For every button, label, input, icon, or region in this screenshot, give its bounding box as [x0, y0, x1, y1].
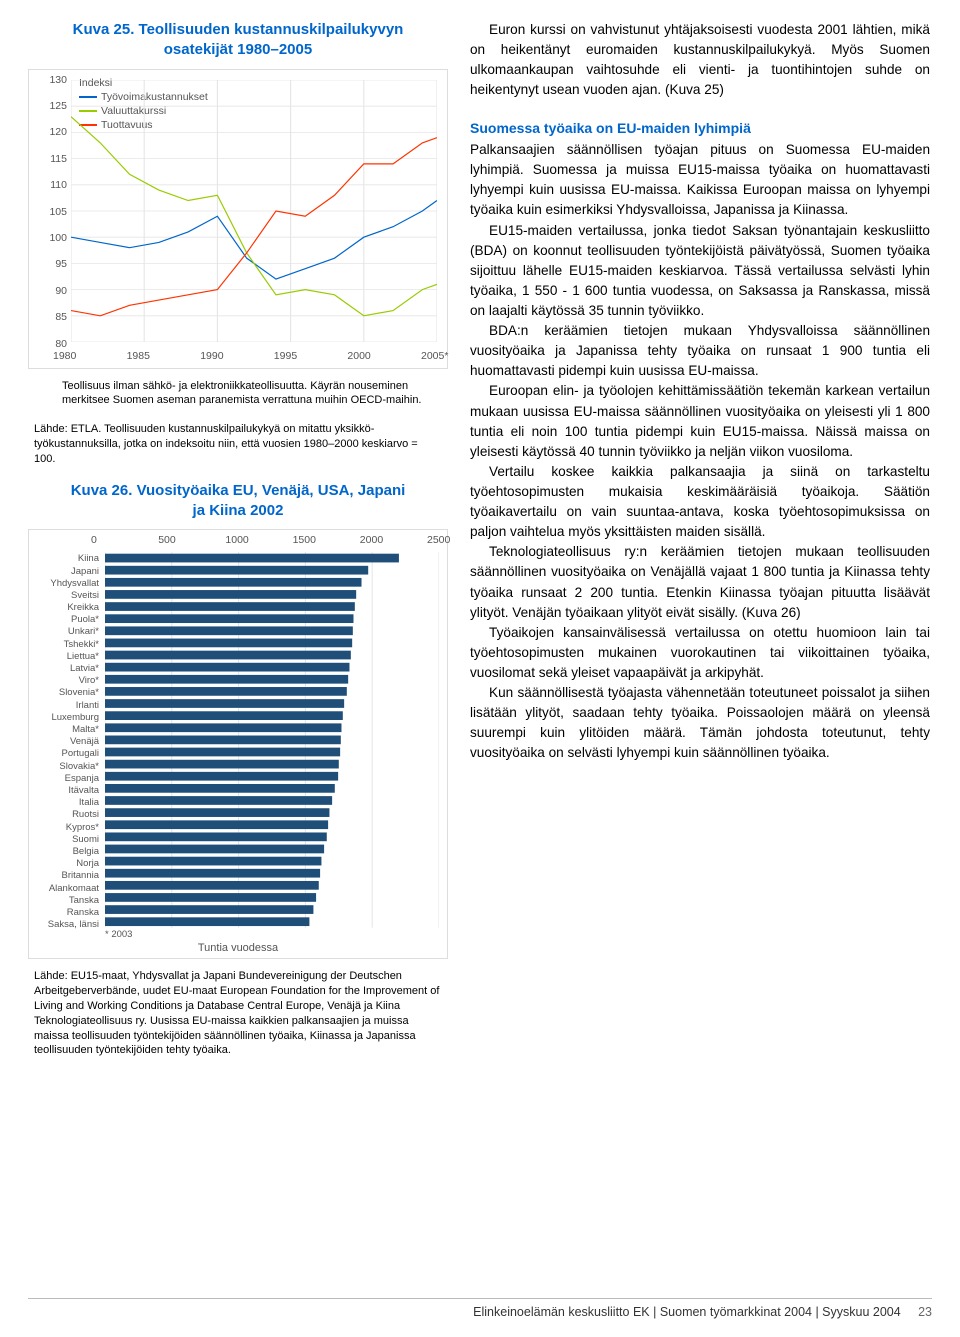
body-para-9: Kun säännöllisestä työajasta vähennetään…: [470, 683, 930, 763]
body-para-7: Teknologiateollisuus ry:n keräämien tiet…: [470, 542, 930, 622]
chart2-category-label: Belgia: [73, 846, 99, 857]
chart1-line-chart: Indeksi TyövoimakustannuksetValuuttakurs…: [28, 69, 448, 369]
chart1-plot-area: [71, 80, 437, 342]
chart2-category-label: Unkari*: [68, 626, 99, 637]
chart2-xtick: 500: [158, 534, 176, 546]
chart2-category-label: Norja: [76, 858, 99, 869]
chart2-category-label: Japani: [71, 566, 99, 577]
chart2-category-label: Slovenia*: [59, 687, 99, 698]
chart2-plot-area: [105, 552, 439, 928]
chart1-ytick: 105: [39, 206, 67, 218]
chart2-category-label: Kiina: [78, 553, 99, 564]
chart2-title-line2: ja Kiina 2002: [193, 502, 284, 519]
chart2-category-label: Kypros*: [66, 822, 99, 833]
chart2-bar-chart: 0 500 1000 1500 2000 2500 Kiina JapaniYhdysval…: [28, 529, 448, 959]
chart2-title: Kuva 26. Vuosityöaika EU, Venäjä, USA, J…: [28, 481, 448, 522]
chart1-ytick: 85: [39, 311, 67, 323]
chart2-category-label: Luxemburg: [51, 712, 99, 723]
chart2-category-label: Latvia*: [70, 663, 99, 674]
chart2-category-label: Kreikka: [67, 602, 99, 613]
chart1-source: Lähde: ETLA. Teollisuuden kustannuskilpa…: [28, 422, 448, 467]
page-columns: Kuva 25. Teollisuuden kustannuskilpailuk…: [28, 20, 932, 1072]
chart2-category-label: Britannia: [62, 870, 100, 881]
chart2-category-label: Venäjä: [70, 736, 99, 747]
chart2-title-line1: Kuva 26. Vuosityöaika EU, Venäjä, USA, J…: [71, 482, 406, 499]
chart1-xtick: 2000: [347, 350, 370, 362]
chart1-ytick: 95: [39, 258, 67, 270]
body-para-8: Työaikojen kansainvälisessä vertailussa …: [470, 623, 930, 683]
chart2-caption-text: Lähde: EU15-maat, Yhdysvallat ja Japani …: [34, 970, 439, 1056]
body-para-6: Vertailu koskee kaikkia palkansaajia ja …: [470, 462, 930, 542]
chart1-ytick: 80: [39, 338, 67, 350]
chart2-category-label: Ranska: [67, 907, 99, 918]
chart1-xtick: 1980: [53, 350, 76, 362]
chart2-category-label: Itävalta: [68, 785, 99, 796]
body-para-3: EU15-maiden vertailussa, jonka tiedot Sa…: [470, 221, 930, 322]
chart1-xtick: 1985: [127, 350, 150, 362]
chart1-ytick: 115: [39, 153, 67, 165]
chart1-ytick: 125: [39, 100, 67, 112]
chart2-xtick: 0: [91, 534, 97, 546]
chart2-category-label: Irlanti: [76, 700, 99, 711]
chart2-xtitle: Tuntia vuodessa: [29, 942, 447, 954]
chart1-xtick: 1990: [200, 350, 223, 362]
chart2-caption: Lähde: EU15-maat, Yhdysvallat ja Japani …: [28, 969, 448, 1058]
chart2-category-label: Portugali: [62, 748, 100, 759]
footer-page-number: 23: [918, 1305, 932, 1319]
chart1-ytick: 100: [39, 232, 67, 244]
chart1-caption-a: Teollisuus ilman sähkö- ja elektroniikka…: [62, 380, 422, 407]
chart2-category-label: Malta*: [72, 724, 99, 735]
body-para-2: Palkansaajien säännöllisen työajan pituu…: [470, 140, 930, 220]
chart1-title: Kuva 25. Teollisuuden kustannuskilpailuk…: [28, 20, 448, 61]
chart2-category-label: Viro*: [79, 675, 99, 686]
chart2-footnote: * 2003: [105, 929, 132, 940]
chart2-category-label: Suomi: [72, 834, 99, 845]
chart1-title-line1: Kuva 25. Teollisuuden kustannuskilpailuk…: [73, 21, 404, 38]
chart1-xtick: 1995: [274, 350, 297, 362]
chart1-ytick: 120: [39, 126, 67, 138]
chart2-xtick: 1000: [225, 534, 248, 546]
chart2-category-label: Yhdysvallat: [50, 578, 99, 589]
chart2-category-label: Tanska: [69, 895, 99, 906]
chart2-category-label: Slovakia*: [59, 761, 99, 772]
chart2-category-label: Alankomaat: [49, 883, 99, 894]
chart1-xtick: 2005*: [421, 350, 448, 362]
body-para-4: BDA:n keräämien tietojen mukaan Yhdysval…: [470, 321, 930, 381]
chart2-category-label: Saksa, länsi: [48, 919, 99, 930]
chart1-ytick: 130: [39, 74, 67, 86]
body-para-5: Euroopan elin- ja työolojen kehittämissä…: [470, 381, 930, 461]
chart1-caption-b: Lähde: ETLA. Teollisuuden kustannuskilpa…: [34, 423, 418, 465]
chart1-ytick: 90: [39, 285, 67, 297]
footer-text: Elinkeinoelämän keskusliitto EK | Suomen…: [473, 1305, 901, 1319]
body-subhead: Suomessa työaika on EU-maiden lyhimpiä: [470, 118, 930, 139]
chart1-ytick: 110: [39, 179, 67, 191]
right-column: Euron kurssi on vahvistunut yhtäjaksoise…: [470, 20, 930, 1072]
page-footer: Elinkeinoelämän keskusliitto EK | Suomen…: [28, 1298, 932, 1319]
chart2-category-label: Tshekki*: [64, 639, 99, 650]
chart2-xtick: 2000: [360, 534, 383, 546]
chart2-xtick: 2500: [427, 534, 450, 546]
chart2-category-label: Ruotsi: [72, 809, 99, 820]
chart1-title-line2: osatekijät 1980–2005: [164, 41, 312, 58]
body-para-1: Euron kurssi on vahvistunut yhtäjaksoise…: [470, 20, 930, 100]
chart1-caption: Teollisuus ilman sähkö- ja elektroniikka…: [56, 379, 448, 409]
chart2-category-label: Liettua*: [67, 651, 99, 662]
left-column: Kuva 25. Teollisuuden kustannuskilpailuk…: [28, 20, 448, 1072]
chart2-category-label: Espanja: [65, 773, 99, 784]
chart2-category-label: Italia: [79, 797, 99, 808]
chart2-category-label: Sveitsi: [71, 590, 99, 601]
chart2-xtick: 1500: [293, 534, 316, 546]
chart2-category-label: Puola*: [71, 614, 99, 625]
